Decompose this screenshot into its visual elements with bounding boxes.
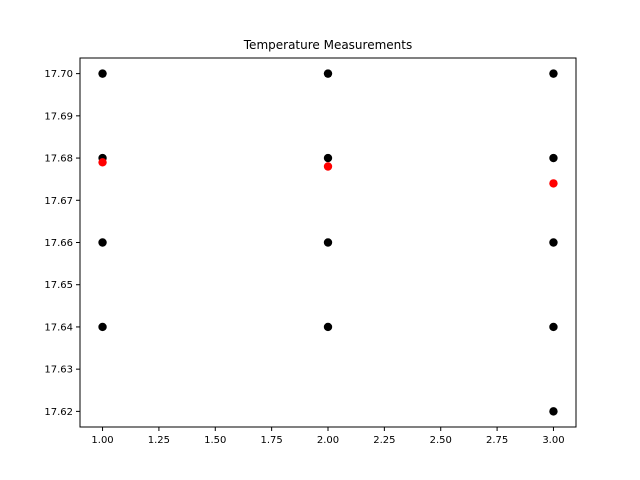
x-tick-label: 1.50 (204, 435, 226, 446)
chart-title: Temperature Measurements (243, 38, 412, 52)
x-tick-label: 2.50 (430, 435, 452, 446)
x-tick-label: 2.75 (486, 435, 508, 446)
data-point-s1-p0 (98, 158, 107, 167)
data-point-s0-p3 (98, 322, 107, 332)
x-tick-label: 1.00 (91, 435, 113, 446)
y-tick-label: 17.68 (44, 154, 73, 165)
y-tick-label: 17.62 (44, 407, 73, 418)
data-point-s0-p2 (98, 238, 107, 247)
data-point-s0-p7 (323, 322, 333, 332)
data-point-s0-p4 (323, 69, 333, 78)
y-tick-label: 17.70 (44, 69, 73, 80)
y-tick-label: 17.67 (44, 196, 73, 207)
data-point-s0-p5 (323, 153, 333, 163)
data-point-s1-p1 (323, 162, 333, 171)
y-tick-label: 17.69 (44, 111, 73, 122)
x-tick-label: 1.75 (261, 435, 283, 446)
y-tick-label: 17.66 (44, 238, 73, 249)
y-tick-label: 17.63 (44, 365, 73, 376)
x-tick-label: 3.00 (542, 435, 564, 446)
data-point-s0-p12 (549, 407, 558, 416)
y-tick-label: 17.65 (44, 280, 73, 291)
x-tick-label: 1.25 (148, 435, 170, 446)
data-point-s0-p8 (549, 69, 558, 78)
data-point-s0-p10 (549, 238, 558, 247)
data-point-s1-p2 (549, 179, 558, 188)
y-tick-label: 17.64 (44, 322, 73, 333)
data-point-s0-p11 (549, 322, 558, 332)
data-point-s0-p9 (549, 153, 558, 163)
plot-area (98, 69, 558, 416)
data-point-s0-p6 (323, 238, 333, 247)
data-point-s0-p0 (98, 69, 107, 78)
x-tick-label: 2.00 (317, 435, 339, 446)
axes: 1.00 1.25 1.50 1.75 2.00 2.25 2.50 2.75 3.00 17.6… (44, 57, 577, 446)
x-tick-label: 2.25 (373, 435, 395, 446)
